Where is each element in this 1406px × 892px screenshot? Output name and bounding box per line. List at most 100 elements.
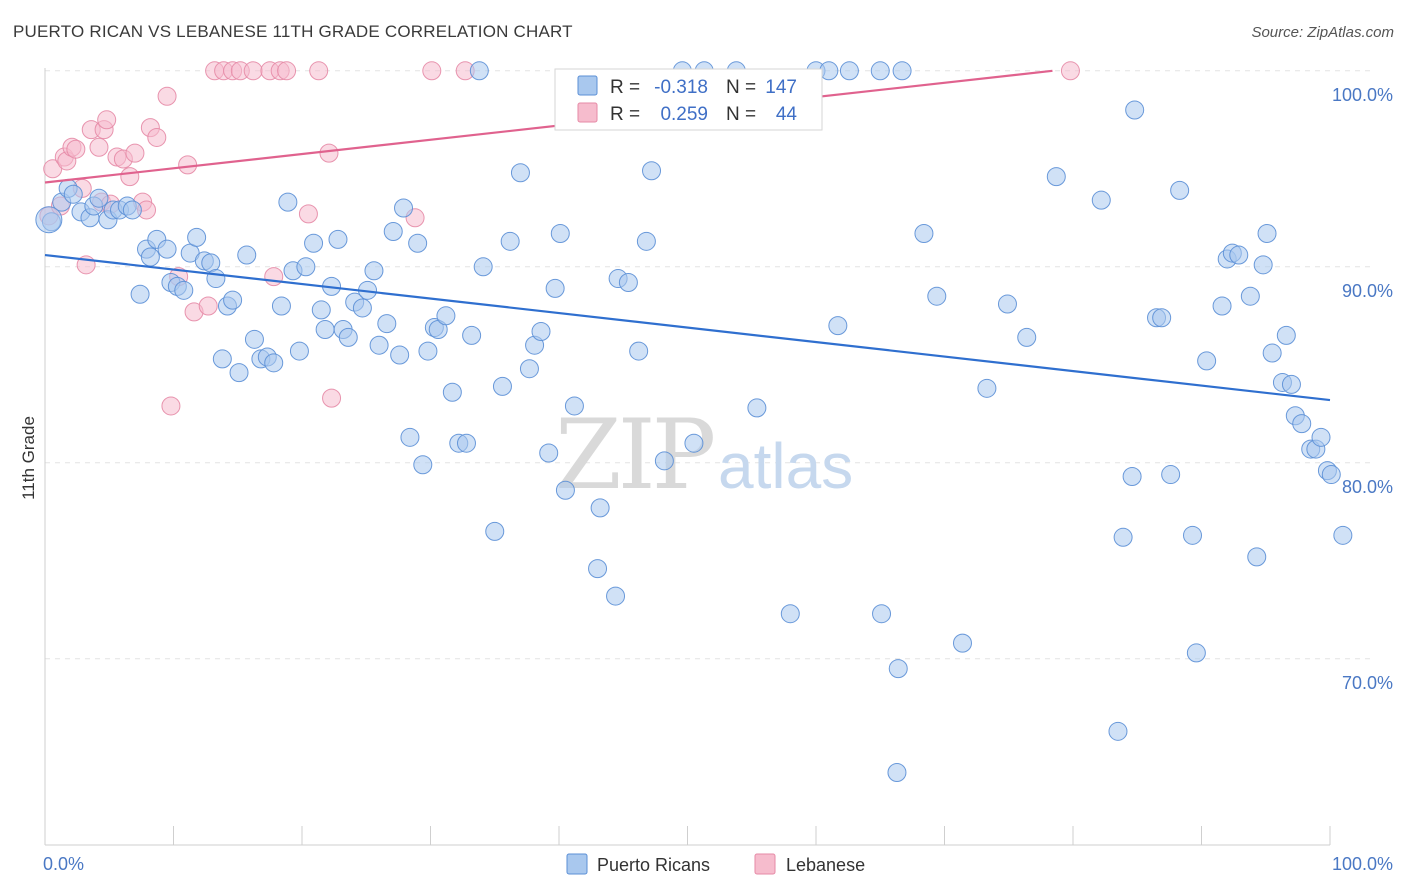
puerto-rican-point-75 bbox=[531, 321, 551, 341]
trend-lines bbox=[44, 69, 1331, 402]
puerto-rican-point-91 bbox=[684, 433, 704, 453]
stats-swatch-blue bbox=[577, 75, 598, 96]
puerto-rican-point-65 bbox=[456, 433, 476, 453]
puerto-rican-point-94 bbox=[747, 398, 767, 418]
source-credit: Source: ZipAtlas.com bbox=[1251, 24, 1394, 41]
puerto-rican-point-36 bbox=[278, 192, 298, 212]
puerto-rican-point-12 bbox=[122, 200, 142, 220]
puerto-rican-point-40 bbox=[304, 233, 324, 253]
lebanese-point-18 bbox=[125, 143, 145, 163]
puerto-rican-point-78 bbox=[550, 223, 570, 243]
puerto-rican-point-83 bbox=[606, 586, 626, 606]
puerto-rican-point-113 bbox=[1108, 721, 1128, 741]
puerto-rican-point-98 bbox=[828, 316, 848, 336]
puerto-rican-point-137 bbox=[1292, 414, 1312, 434]
stats-box-frame bbox=[554, 68, 823, 131]
lebanese-trend-line bbox=[44, 69, 1053, 184]
puerto-rican-point-89 bbox=[654, 451, 674, 471]
lebanese-point-13 bbox=[97, 110, 117, 130]
lebanese-point-38 bbox=[298, 204, 318, 224]
puerto-rican-point-124 bbox=[1212, 296, 1232, 316]
puerto-rican-point-135 bbox=[1281, 374, 1301, 394]
lebanese-point-45 bbox=[1060, 61, 1080, 81]
puerto-rican-point-110 bbox=[1017, 327, 1037, 347]
puerto-rican-point-99 bbox=[839, 61, 859, 81]
y-tick-label-3: 100.0% bbox=[1332, 85, 1393, 105]
lebanese-point-26 bbox=[178, 155, 198, 175]
puerto-rican-point-69 bbox=[485, 521, 505, 541]
lebanese-point-43 bbox=[422, 61, 442, 81]
lebanese-point-17 bbox=[120, 167, 140, 187]
puerto-rican-point-57 bbox=[408, 233, 428, 253]
puerto-rican-point-26 bbox=[212, 349, 232, 369]
puerto-rican-point-105 bbox=[914, 223, 934, 243]
puerto-rican-point-15 bbox=[140, 247, 160, 267]
puerto-rican-point-44 bbox=[328, 229, 348, 249]
puerto-rican-point-59 bbox=[418, 341, 438, 361]
puerto-rican-point-42 bbox=[315, 320, 335, 340]
puerto-rican-point-88 bbox=[642, 161, 662, 181]
puerto-rican-point-140 bbox=[1311, 427, 1331, 447]
puerto-rican-point-28 bbox=[223, 290, 243, 310]
puerto-rican-point-143 bbox=[1333, 525, 1353, 545]
puerto-rican-point-53 bbox=[383, 222, 403, 242]
x-tick-label-1: 100.0% bbox=[1332, 854, 1393, 874]
puerto-rican-point-101 bbox=[872, 604, 892, 624]
watermark-atlas: atlas bbox=[718, 430, 853, 502]
puerto-rican-point-109 bbox=[997, 294, 1017, 314]
puerto-rican-point-63 bbox=[442, 382, 462, 402]
puerto-rican-point-31 bbox=[244, 329, 264, 349]
puerto-rican-point-134 bbox=[1276, 325, 1296, 345]
puerto-rican-point-25 bbox=[206, 269, 226, 289]
puerto-rican-point-130 bbox=[1253, 255, 1273, 275]
lebanese-point-33 bbox=[243, 61, 263, 81]
legend-swatch-lebanese bbox=[754, 853, 776, 875]
puerto-rican-point-108 bbox=[977, 378, 997, 398]
chart-title: PUERTO RICAN VS LEBANESE 11TH GRADE CORR… bbox=[13, 22, 573, 41]
puerto-rican-point-76 bbox=[539, 443, 559, 463]
puerto-rican-point-46 bbox=[338, 327, 358, 347]
lebanese-point-37 bbox=[277, 61, 297, 81]
puerto-rican-point-68 bbox=[473, 257, 493, 277]
stats-r-label-pink: R = bbox=[610, 104, 640, 125]
stats-r-value-pink: 0.259 bbox=[660, 104, 708, 125]
lebanese-point-41 bbox=[322, 388, 342, 408]
puerto-rican-point-72 bbox=[510, 163, 530, 183]
lebanese-point-39 bbox=[309, 61, 329, 81]
axis-layer: 70.0% 80.0% 90.0% 100.0% 0.0% 100.0% bbox=[43, 68, 1393, 874]
puerto-rican-point-66 bbox=[462, 325, 482, 345]
puerto-rican-point-80 bbox=[564, 396, 584, 416]
puerto-rican-point-112 bbox=[1091, 190, 1111, 210]
puerto-rican-point-41 bbox=[311, 300, 331, 320]
watermark: ZIP atlas bbox=[555, 399, 853, 511]
puerto-rican-point-70 bbox=[492, 376, 512, 396]
puerto-rican-point-67 bbox=[469, 61, 489, 81]
stats-n-label-blue: N = bbox=[726, 77, 756, 98]
puerto-rican-point-107 bbox=[952, 633, 972, 653]
puerto-rican-point-20 bbox=[174, 280, 194, 300]
lebanese-point-24 bbox=[161, 396, 181, 416]
puerto-rican-point-95 bbox=[780, 604, 800, 624]
puerto-rican-point-77 bbox=[545, 278, 565, 298]
legend-label-lebanese: Lebanese bbox=[786, 855, 865, 875]
puerto-rican-point-39 bbox=[296, 257, 316, 277]
puerto-rican-point-129 bbox=[1247, 547, 1267, 567]
y-tick-label-2: 90.0% bbox=[1342, 281, 1393, 301]
puerto-rican-point-3 bbox=[63, 184, 83, 204]
puerto-rican-point-73 bbox=[519, 359, 539, 379]
stats-n-value-pink: 44 bbox=[776, 104, 798, 125]
puerto-rican-point-79 bbox=[555, 480, 575, 500]
watermark-zip: ZIP bbox=[555, 399, 714, 511]
puerto-rican-point-29 bbox=[229, 363, 249, 383]
legend-swatch-puerto-ricans bbox=[566, 853, 588, 875]
puerto-rican-point-131 bbox=[1257, 223, 1277, 243]
legend: Puerto Ricans Lebanese bbox=[566, 853, 865, 875]
stats-box: R = -0.318 N = 147 R = 0.259 N = 44 bbox=[554, 68, 823, 131]
puerto-rican-point-55 bbox=[394, 198, 414, 218]
puerto-rican-point-48 bbox=[352, 298, 372, 318]
puerto-rican-point-56 bbox=[400, 427, 420, 447]
puerto-rican-point-7 bbox=[89, 188, 109, 208]
puerto-rican-point-35 bbox=[271, 296, 291, 316]
stats-n-value-blue: 147 bbox=[765, 77, 797, 98]
